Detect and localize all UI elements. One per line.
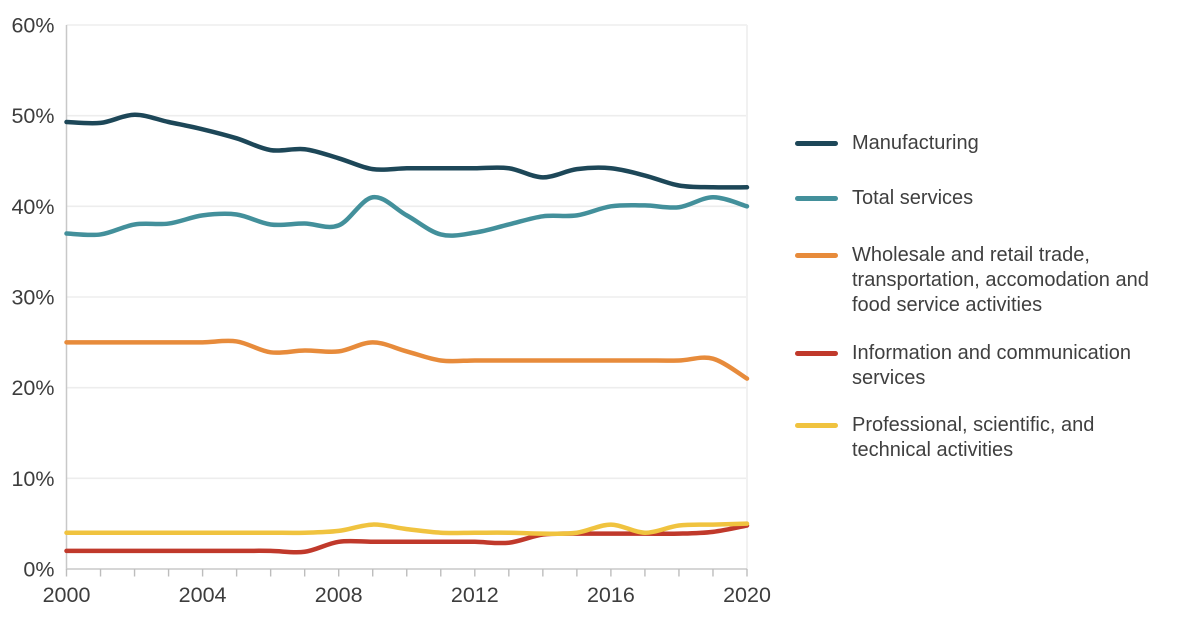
- x-axis-tick-label: 2016: [587, 583, 635, 607]
- y-axis-tick-label: 20%: [11, 376, 54, 400]
- legend-label: Manufacturing: [852, 132, 979, 154]
- legend-swatch-wholesale-and-retail: [795, 253, 838, 258]
- legend-item-wholesale-and-retail: Wholesale and retail trade, transportati…: [795, 243, 1154, 318]
- x-axis-tick-label: 2004: [179, 583, 227, 607]
- y-axis-tick-label: 60%: [11, 14, 54, 38]
- series-line-professional-scientific-and: [64, 521, 750, 537]
- y-axis-tick-label: 0%: [23, 558, 54, 582]
- legend-item-manufacturing: Manufacturing: [795, 131, 979, 156]
- legend-label: Total services: [852, 187, 974, 209]
- legend-label: Information and communication services: [852, 342, 1132, 389]
- legend-swatch-information-and-communication: [795, 351, 838, 356]
- y-axis-tick-label: 10%: [11, 467, 54, 491]
- series-line-manufacturing: [64, 112, 750, 190]
- x-axis-tick-label: 2020: [723, 583, 771, 607]
- y-axis-tick-label: 50%: [11, 104, 54, 128]
- x-axis-tick-label: 2012: [451, 583, 499, 607]
- y-axis-tick-label: 30%: [11, 286, 54, 310]
- legend-swatch-total-services: [795, 196, 838, 201]
- legend-swatch-professional-scientific-and: [795, 423, 838, 428]
- legend-label: Wholesale and retail trade, transportati…: [852, 244, 1149, 316]
- legend-item-information-and-communication: Information and communication services: [795, 341, 1154, 391]
- series-line-total-services: [64, 195, 750, 238]
- legend-item-professional-scientific-and: Professional, scientific, and technical …: [795, 413, 1154, 463]
- y-axis-tick-label: 40%: [11, 195, 54, 219]
- series-line-wholesale-and-retail: [64, 338, 750, 381]
- x-axis-tick-label: 2000: [43, 583, 91, 607]
- legend-item-total-services: Total services: [795, 186, 973, 211]
- x-axis-tick-label: 2008: [315, 583, 363, 607]
- series-line-information-and-communication: [64, 523, 750, 555]
- legend-label: Professional, scientific, and technical …: [852, 414, 1095, 461]
- legend-swatch-manufacturing: [795, 141, 838, 146]
